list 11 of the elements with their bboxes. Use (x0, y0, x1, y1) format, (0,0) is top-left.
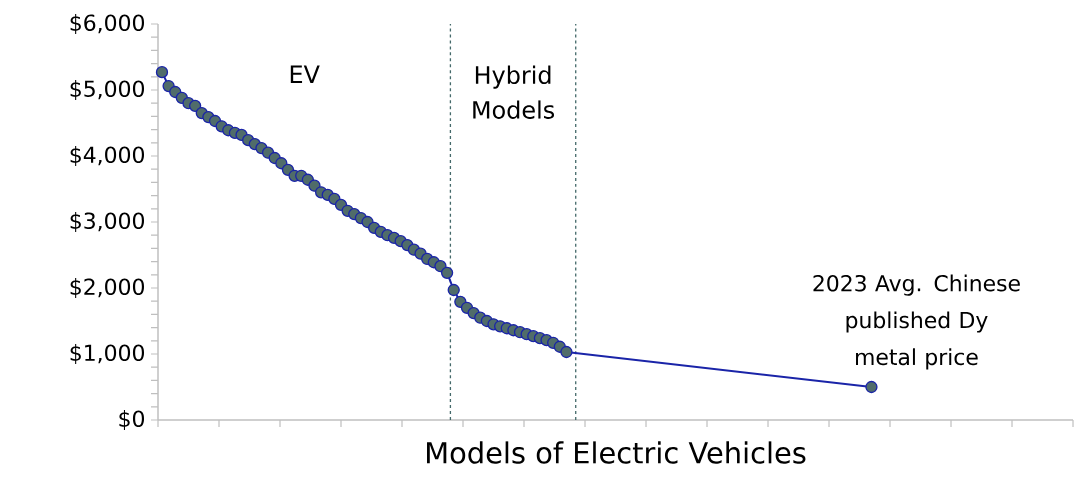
x-axis-title: Models of Electric Vehicles (427, 441, 806, 464)
y-tick-label: $0 (119, 410, 145, 430)
annotation: EV (290, 65, 320, 83)
y-tick-label: $1,000 (70, 344, 144, 364)
y-tick-label: $4,000 (70, 146, 144, 166)
y-tick-label: $5,000 (70, 80, 144, 100)
y-tick-label: $3,000 (70, 212, 144, 232)
y-tick-label: $2,000 (70, 278, 144, 298)
y-tick-label: $6,000 (70, 14, 144, 34)
annotation: 2023 Avg. Chinese published Dy metal price (813, 274, 1020, 370)
annotation: Hybrid Models (473, 65, 555, 119)
